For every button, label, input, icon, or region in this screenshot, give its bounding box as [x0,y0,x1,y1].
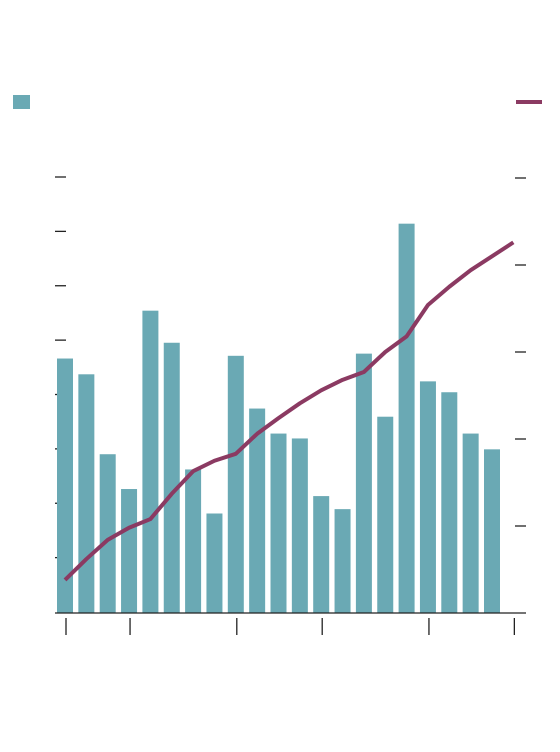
bar [419,381,436,613]
line [63,240,515,582]
bar [121,489,138,613]
bar [57,358,73,613]
bar [313,496,330,613]
bar [227,355,244,613]
bar [334,509,351,613]
bar [291,438,308,613]
bar [206,513,223,613]
bar [377,416,394,613]
bar [99,454,116,613]
bar [78,374,95,613]
bar [163,342,180,613]
bar [355,353,372,613]
legend-swatch [13,95,30,109]
bar [249,408,266,613]
bar [270,433,287,613]
bar [142,310,159,613]
bar [441,392,458,613]
bar [398,223,415,614]
bar [185,469,202,613]
bar [484,449,500,613]
bar [462,433,479,613]
